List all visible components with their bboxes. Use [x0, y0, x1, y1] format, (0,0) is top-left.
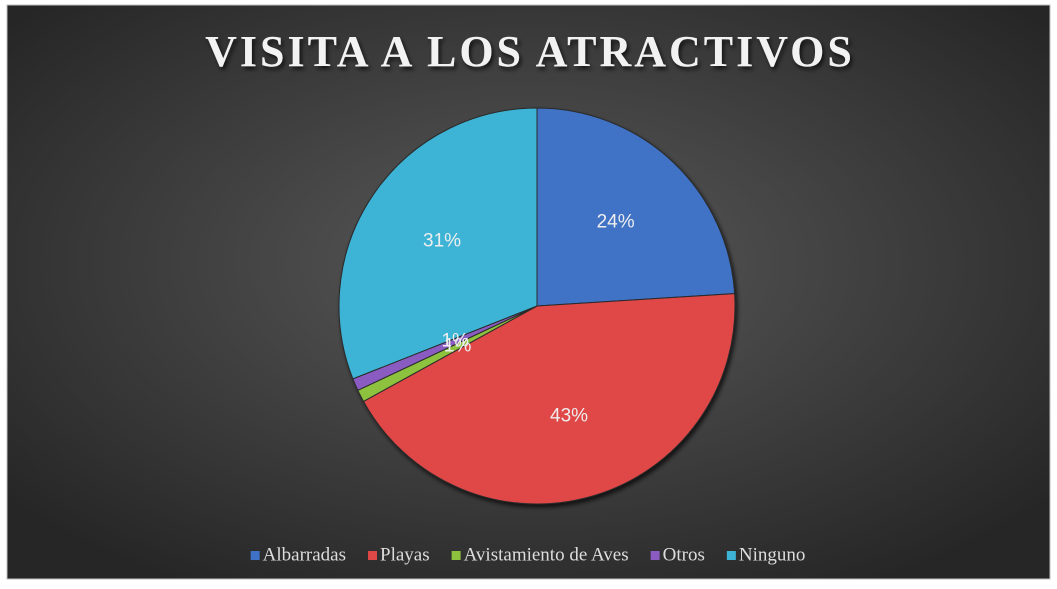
- legend-marker: [650, 551, 660, 560]
- legend-label: Ninguno: [739, 544, 806, 565]
- pie: [338, 107, 736, 505]
- data-label: 43%: [550, 405, 588, 426]
- legend-marker: [250, 551, 260, 560]
- legend-label: Avistamiento de Aves: [464, 544, 629, 565]
- pie-slice: [338, 107, 538, 380]
- pie-slice: [536, 107, 736, 307]
- data-label: 1%: [444, 335, 472, 356]
- legend-marker: [451, 551, 461, 560]
- chart-title: VISITA A LOS ATRACTIVOS: [205, 27, 855, 76]
- legend-marker: [368, 551, 378, 560]
- legend-label: Albarradas: [263, 544, 346, 565]
- data-label: 1%: [441, 330, 469, 351]
- legend-marker: [726, 551, 736, 560]
- legend-label: Playas: [380, 544, 430, 565]
- pie-slice: [362, 293, 736, 505]
- data-label: 31%: [423, 230, 461, 251]
- legend: Albarradas Playas Avistamiento de Aves Otro…: [250, 544, 806, 565]
- legend-label: Otros: [663, 544, 705, 565]
- data-label: 24%: [597, 211, 635, 232]
